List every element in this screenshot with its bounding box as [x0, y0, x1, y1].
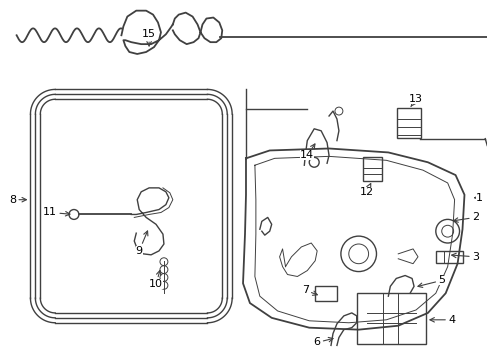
Text: 11: 11: [43, 207, 70, 217]
Text: 5: 5: [418, 275, 445, 287]
Text: 9: 9: [136, 231, 148, 256]
Bar: [315, 286, 337, 301]
Text: 7: 7: [302, 285, 318, 295]
Text: 15: 15: [142, 29, 156, 46]
Bar: [436, 251, 464, 263]
Text: 2: 2: [454, 212, 479, 222]
Text: 1: 1: [475, 193, 483, 203]
Bar: [357, 293, 426, 345]
Text: 14: 14: [300, 144, 315, 161]
Text: 8: 8: [9, 195, 26, 205]
Text: 3: 3: [452, 252, 479, 262]
Text: 4: 4: [430, 315, 455, 325]
Text: 13: 13: [409, 94, 423, 107]
Text: 6: 6: [314, 337, 333, 347]
Text: 10: 10: [149, 270, 163, 289]
Text: 12: 12: [360, 184, 374, 197]
